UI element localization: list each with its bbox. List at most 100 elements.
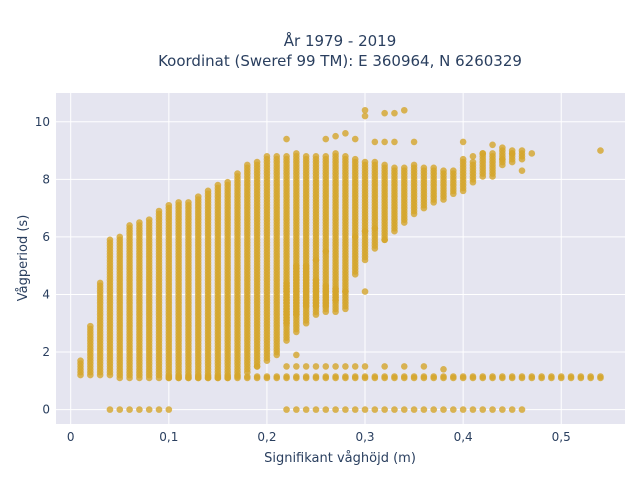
y-axis-title: Vågperiod (s) [16,215,31,302]
data-point [361,363,369,370]
data-point [420,363,428,370]
data-point [557,373,565,380]
x-tick-label: 0 [67,430,75,444]
data-point [342,130,349,137]
data-point [293,363,300,370]
data-point [283,135,290,143]
data-point [204,373,212,380]
data-point [312,406,320,413]
data-point [273,351,281,359]
data-point [106,236,114,244]
data-point [312,373,320,380]
data-point [508,150,516,157]
y-tick-label: 4 [42,287,50,301]
data-point [499,144,506,151]
data-point [489,141,496,149]
data-point [479,406,487,413]
data-point [518,373,526,380]
data-point [410,406,418,413]
data-point [244,161,251,169]
data-point [450,373,457,380]
data-point [508,406,516,413]
data-point [322,406,330,413]
y-tick-label: 8 [42,172,50,186]
data-point [263,153,271,160]
data-point [322,135,330,143]
data-point [214,181,222,189]
data-point [332,406,339,413]
data-point [244,373,251,380]
data-point [371,138,379,146]
data-point [283,279,290,287]
data-point [234,170,241,177]
data-point [165,201,173,209]
data-point [518,167,526,175]
data-point [410,138,418,146]
data-point [450,406,457,413]
data-point [381,109,388,117]
data-point [371,373,379,380]
data-point [459,373,467,380]
data-point [391,373,398,380]
data-point [567,373,575,380]
data-point [194,373,202,380]
data-point [302,153,310,160]
data-point [469,158,477,166]
data-point [77,357,84,364]
data-point [351,363,359,370]
data-point [381,138,388,146]
data-point [126,222,133,229]
data-point [597,147,604,154]
data-point [253,373,261,380]
data-point [597,373,604,380]
data-point [361,227,369,235]
x-axis-title: Signifikant våghöjd (m) [264,451,416,466]
data-point [587,373,594,380]
data-point [234,373,241,380]
data-point [332,363,339,370]
data-point [440,373,447,380]
data-point [577,373,585,380]
data-point [528,373,536,380]
data-point [361,158,369,166]
data-point [381,373,388,380]
data-point [312,256,320,264]
data-point [459,406,467,413]
data-point [293,262,300,270]
data-point [489,373,496,380]
data-point [361,373,369,380]
chart-title-line-1: År 1979 - 2019 [284,31,397,50]
data-point [381,161,388,169]
data-point [410,161,418,169]
data-point [312,363,320,370]
data-point [283,406,290,413]
data-point [273,373,281,380]
data-point [420,406,428,413]
data-point [293,373,300,380]
data-point [450,167,457,175]
data-point [371,406,379,413]
data-point [518,155,526,163]
data-point [224,178,231,186]
data-point [136,406,143,413]
y-tick-label: 2 [42,345,50,359]
data-point [263,373,271,380]
data-point [469,406,477,413]
data-point [499,406,506,413]
data-point [302,373,310,380]
x-tick-label: 0,3 [355,430,374,444]
data-point [273,153,281,160]
data-point [361,288,369,295]
data-point [165,406,173,413]
data-point [155,406,163,413]
data-point [508,373,516,380]
data-point [165,373,173,380]
data-point [116,233,124,241]
data-point [175,199,182,206]
data-point [106,406,114,413]
data-point [194,193,202,200]
chart-title-line-2: Koordinat (Sweref 99 TM): E 360964, N 62… [158,52,522,70]
data-point [391,406,398,413]
